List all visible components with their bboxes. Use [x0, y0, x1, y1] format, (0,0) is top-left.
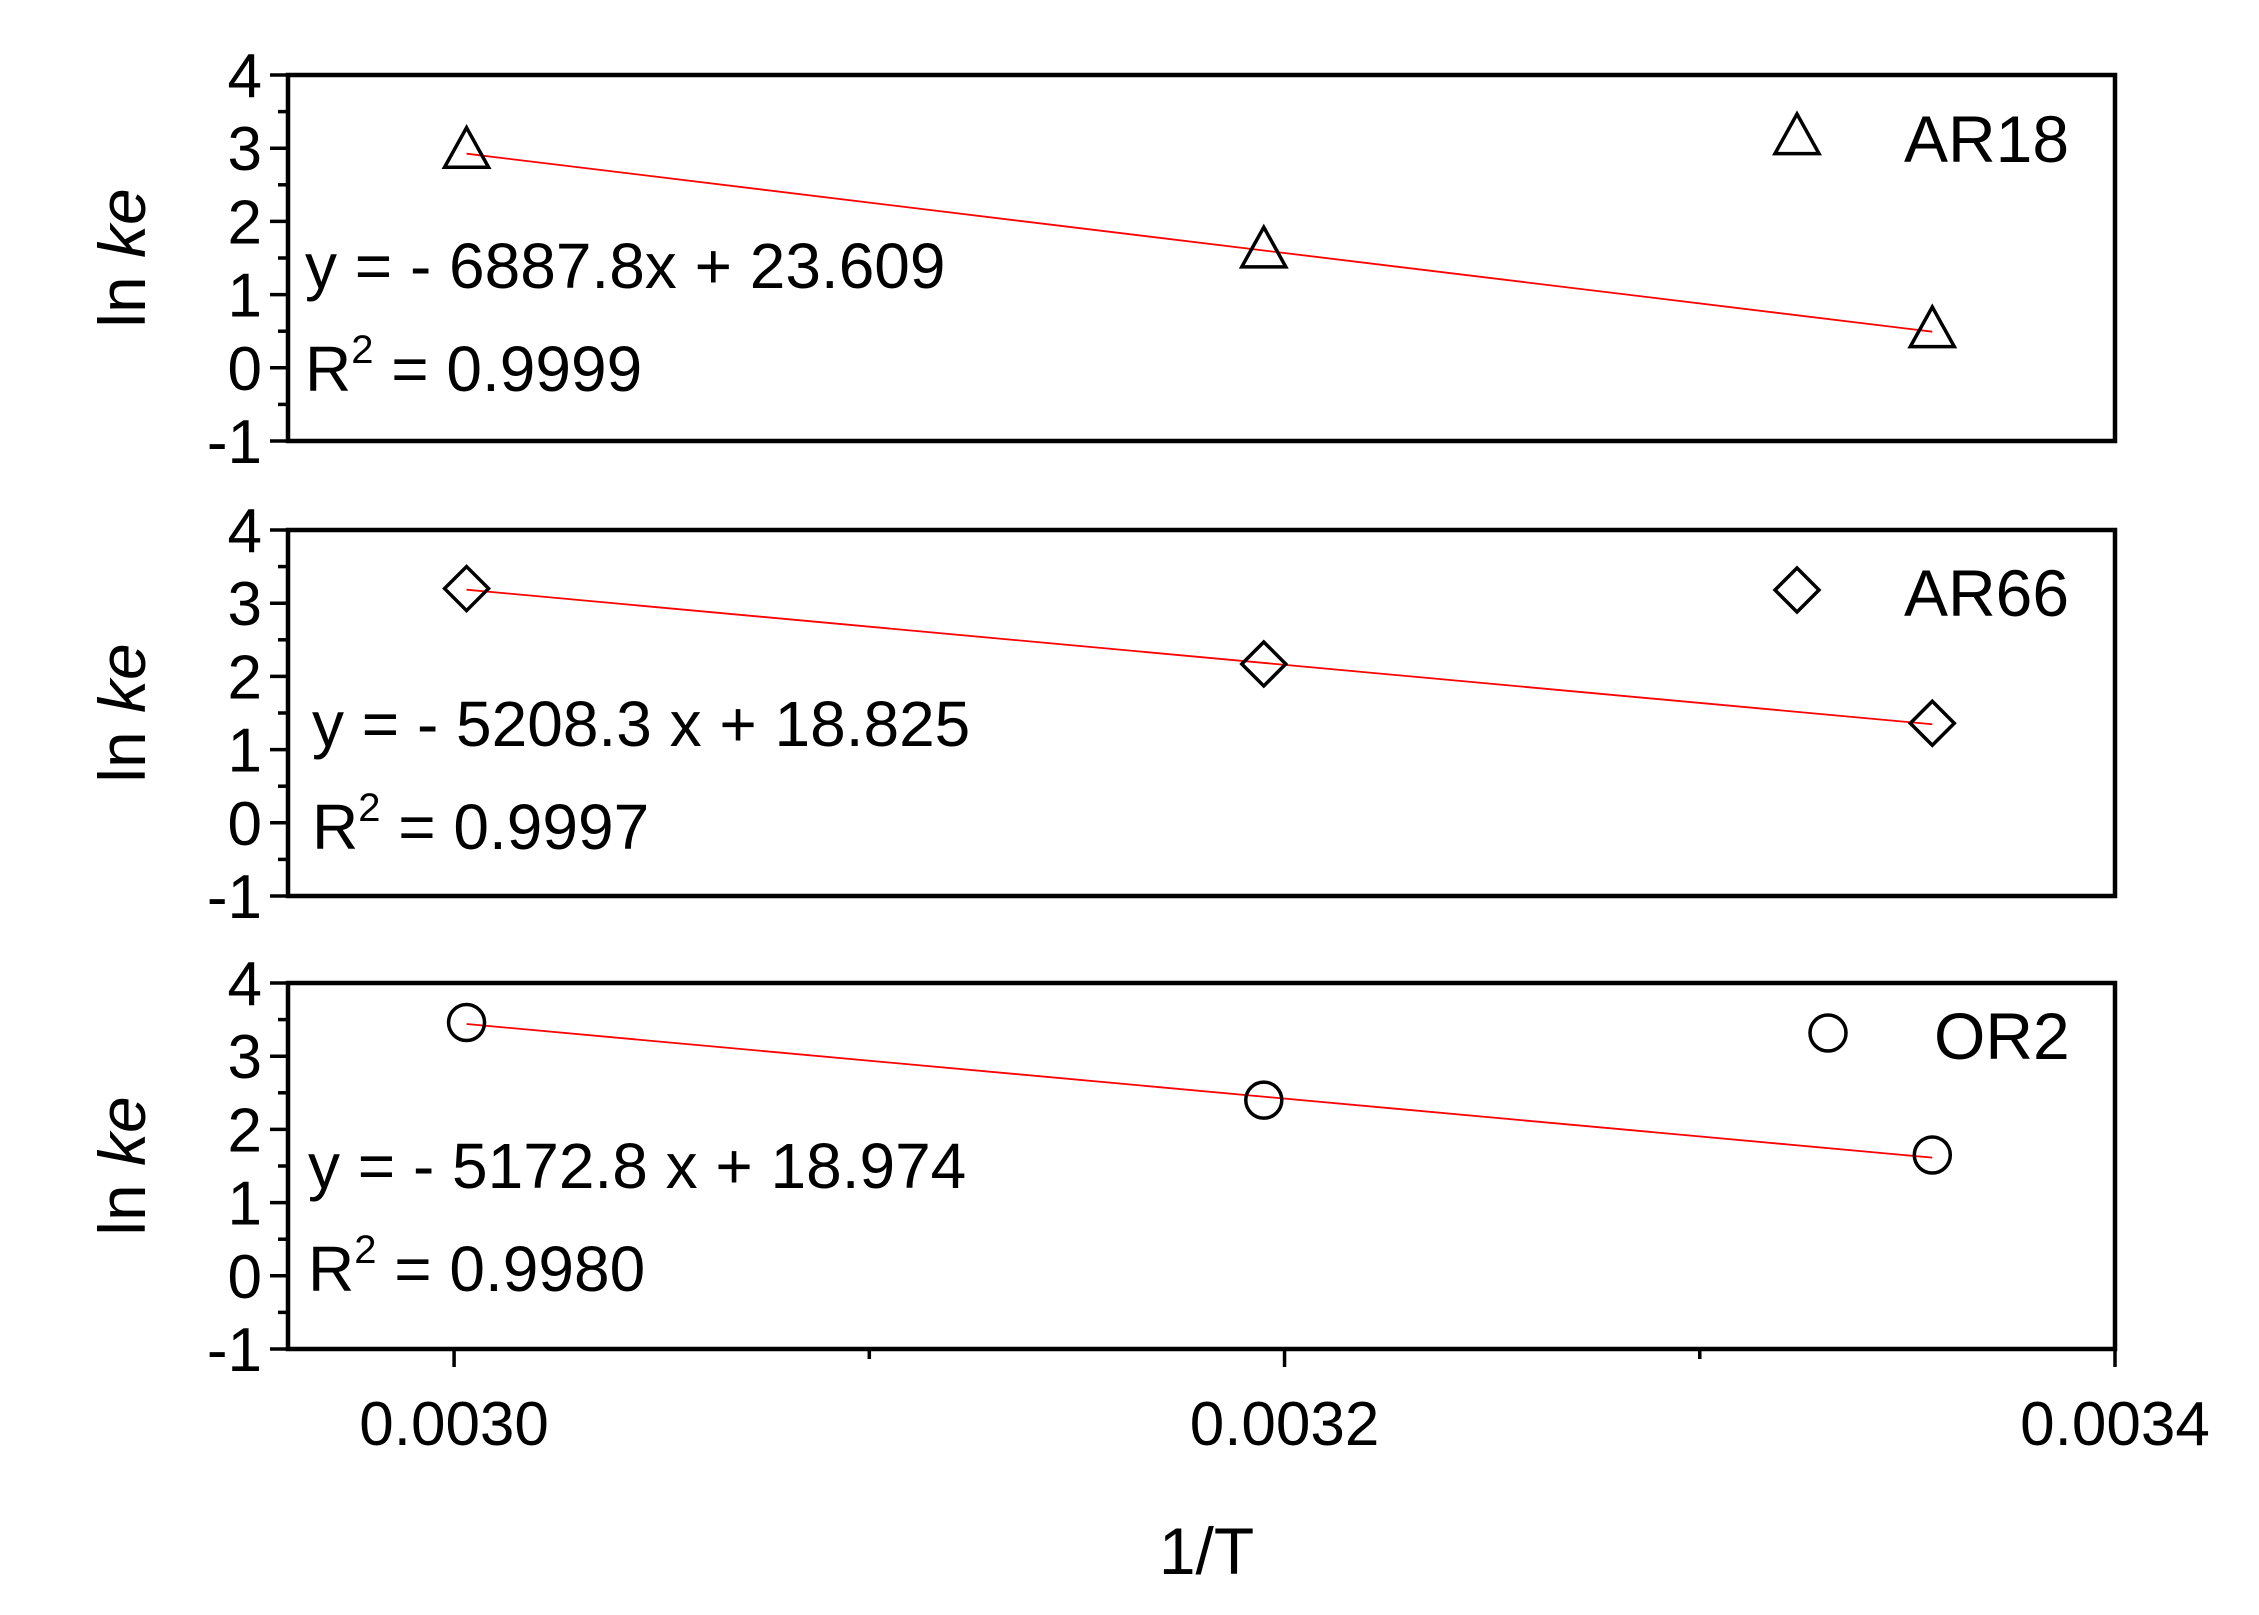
y-axis-title-prefix: ln [85, 1166, 159, 1236]
r-squared: R2 = 0.9999 [305, 328, 642, 405]
y-tick-label: 3 [228, 1023, 262, 1092]
x-axis-title: 1/T [1159, 1514, 1254, 1588]
y-axis-title-italic: ke [85, 643, 159, 713]
y-axis-title-italic: ke [85, 1096, 159, 1166]
r-squared-value: = 0.9999 [373, 333, 642, 405]
y-tick-label: 1 [228, 262, 262, 331]
y-tick-label: -1 [207, 863, 262, 932]
y-tick-label: 4 [228, 42, 262, 111]
r-squared-sup: 2 [351, 328, 373, 372]
y-tick-label: 0 [228, 335, 262, 404]
y-tick-label: 2 [228, 1096, 262, 1165]
fit-equation: y = - 6887.8x + 23.609 [305, 230, 945, 302]
fit-line [466, 152, 1933, 333]
legend: AR66 [1772, 556, 2069, 630]
r-squared-sup: 2 [358, 786, 380, 830]
y-tick-label: 0 [228, 1243, 262, 1312]
shared-x-axis: 0.0030 0.0032 0.0034 1/T [359, 1390, 2210, 1588]
fit-equation: y = - 5208.3 x + 18.825 [312, 688, 970, 760]
y-tick-label: 2 [228, 188, 262, 257]
data-point [1907, 303, 1958, 349]
x-tick-label: 0.0032 [1190, 1390, 1380, 1459]
y-tick-label: 4 [228, 497, 262, 566]
legend-label: AR18 [1904, 102, 2069, 176]
r-squared-value: = 0.9997 [380, 791, 649, 863]
y-tick-label: 3 [228, 115, 262, 184]
data-point [446, 1002, 487, 1043]
y-axis-title: ln ke [85, 188, 159, 327]
x-tick-label: 0.0030 [359, 1390, 549, 1459]
legend-marker [1772, 565, 1822, 615]
data-point [1239, 639, 1289, 689]
y-axis-title-italic: ke [85, 188, 159, 258]
y-axis-title: ln ke [85, 643, 159, 782]
r-squared-prefix: R [305, 333, 351, 405]
r-squared-prefix: R [308, 1233, 354, 1305]
r-squared-value: = 0.9980 [376, 1233, 645, 1305]
fit-line [466, 588, 1933, 726]
legend-label: OR2 [1934, 999, 2070, 1073]
x-tick-label: 0.0034 [2020, 1390, 2210, 1459]
fit-line [466, 1023, 1933, 1159]
fit-equation: y = - 5172.8 x + 18.974 [308, 1130, 966, 1202]
y-tick-label: 0 [228, 790, 262, 859]
legend: OR2 [1808, 999, 2070, 1073]
legend: AR18 [1772, 102, 2069, 176]
y-tick-label: -1 [207, 408, 262, 477]
y-axis-title-prefix: ln [85, 258, 159, 328]
data-point [1238, 223, 1289, 269]
data-point [441, 124, 492, 170]
y-axis-title-prefix: ln [85, 713, 159, 783]
r-squared: R2 = 0.9980 [308, 1228, 645, 1305]
r-squared-prefix: R [312, 791, 358, 863]
y-axis-title: ln ke [85, 1096, 159, 1235]
r-squared: R2 = 0.9997 [312, 786, 649, 863]
legend-marker [1808, 1013, 1848, 1053]
data-point [442, 564, 492, 614]
y-tick-label: 3 [228, 570, 262, 639]
r-squared-sup: 2 [354, 1228, 376, 1272]
data-point [1912, 1135, 1953, 1175]
data-point [1244, 1080, 1284, 1120]
y-tick-label: 1 [228, 717, 262, 786]
legend-label: AR66 [1904, 556, 2069, 630]
y-tick-label: 1 [228, 1170, 262, 1239]
y-tick-label: 4 [228, 950, 262, 1019]
y-tick-label: 2 [228, 643, 262, 712]
legend-marker [1772, 110, 1822, 156]
data-point [1907, 698, 1957, 748]
y-tick-label: -1 [207, 1316, 262, 1385]
